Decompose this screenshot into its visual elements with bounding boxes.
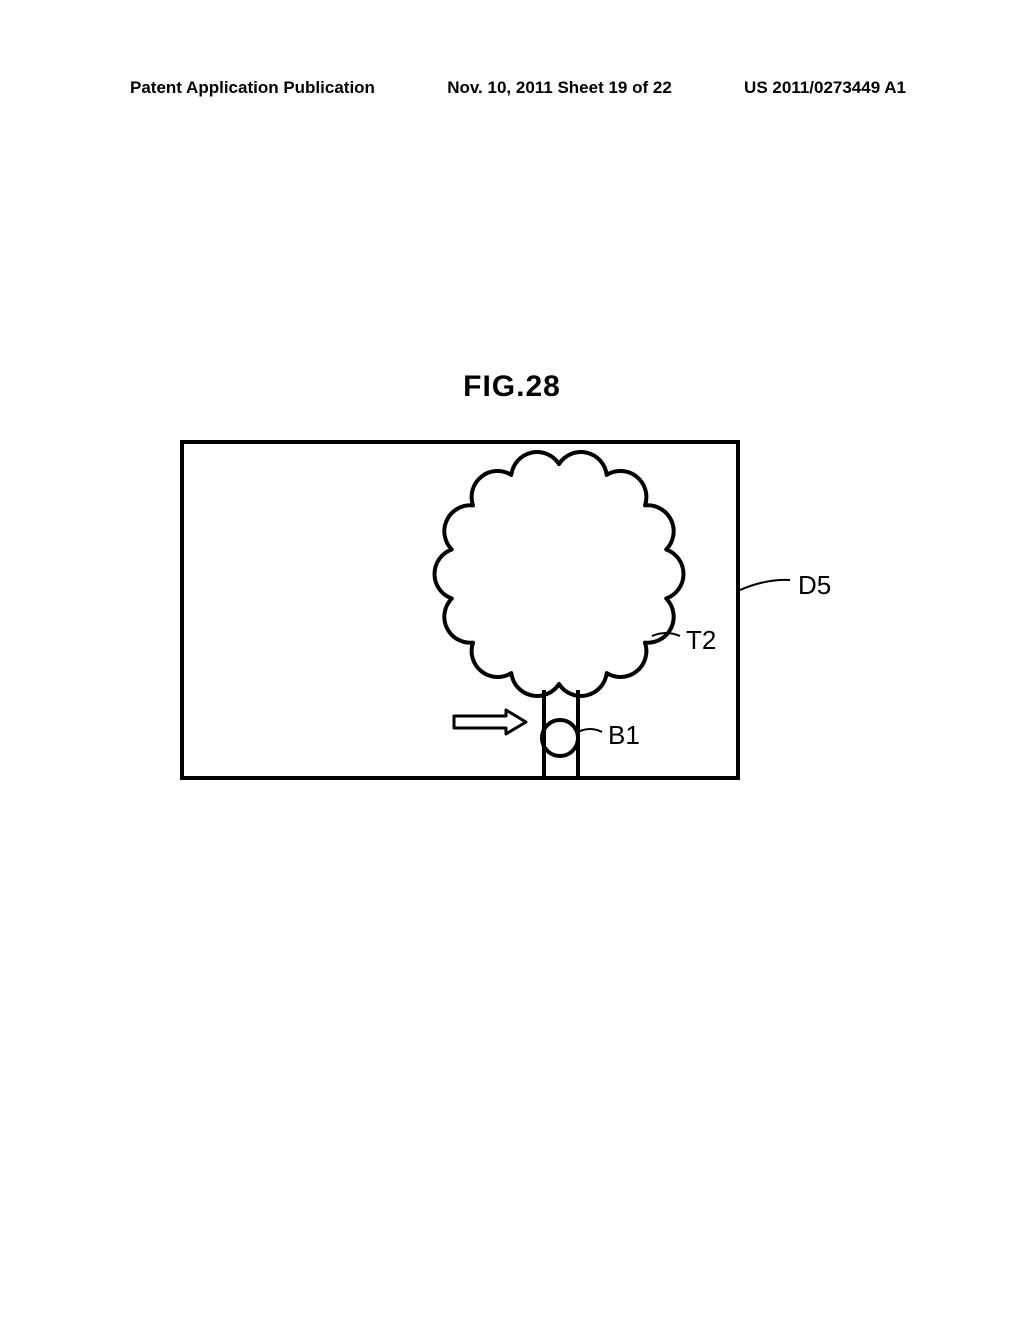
page: Patent Application Publication Nov. 10, …	[0, 0, 1024, 1320]
label-t2: T2	[686, 625, 716, 656]
label-d5: D5	[798, 570, 831, 601]
leader-lines	[0, 0, 1024, 1320]
label-b1: B1	[608, 720, 640, 751]
